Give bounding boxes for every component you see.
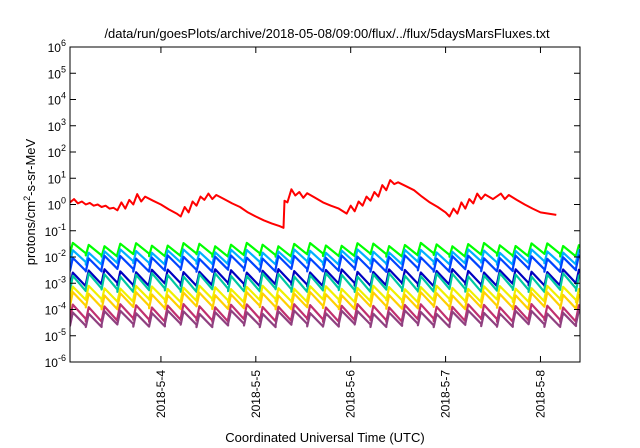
y-ticks: 10-6 10-5 10-4 10-3 10-2 10-1 100 101 102 103 104 1… [45,38,580,370]
x-tick-label: 2018-5-4 [154,370,168,418]
red-series-line [70,179,557,229]
sawtooth-series-line [70,272,580,293]
sawtooth-series-line [70,291,580,311]
y-axis-title: protons/cm2-s-sr-MeV [22,138,38,265]
y-tick-label: 10-1 [45,222,66,239]
y-tick-label: 10-5 [45,327,66,344]
chart-title: /data/run/goesPlots/archive/2018-05-08/0… [104,26,550,41]
sawtooth-series-line [70,309,580,329]
sawtooth-series-line [70,284,580,304]
y-tick-label: 10-6 [45,353,66,370]
x-tick-label: 2018-5-5 [249,370,263,418]
x-tick-label: 2018-5-6 [344,370,358,418]
x-axis-title: Coordinated Universal Time (UTC) [225,430,424,445]
y-tick-label: 10-4 [45,301,66,318]
y-tick-label: 10-3 [45,274,66,291]
y-axis-title-rest: -s-sr-MeV [23,138,38,195]
y-tick-label: 100 [48,196,66,213]
x-tick-label: 2018-5-8 [533,370,547,418]
y-axis-title-base: protons/cm [23,201,38,265]
svg-text:protons/cm2-s-sr-MeV: protons/cm2-s-sr-MeV [22,138,38,265]
y-tick-label: 104 [48,91,66,108]
y-tick-label: 101 [48,169,66,186]
x-ticks: 2018-5-4 2018-5-5 2018-5-6 2018-5-7 2018-5-8 [154,47,547,418]
y-tick-label: 10-2 [45,248,66,265]
y-axis-title-sup: 2 [22,196,32,201]
y-tick-label: 105 [48,64,66,81]
sawtooth-series-line [70,254,580,273]
y-tick-label: 102 [48,143,66,160]
y-tick-label: 106 [48,38,66,55]
sawtooth-series-line [70,241,580,258]
x-tick-label: 2018-5-7 [439,370,453,418]
series-layer [70,179,580,329]
y-tick-label: 103 [48,117,66,134]
